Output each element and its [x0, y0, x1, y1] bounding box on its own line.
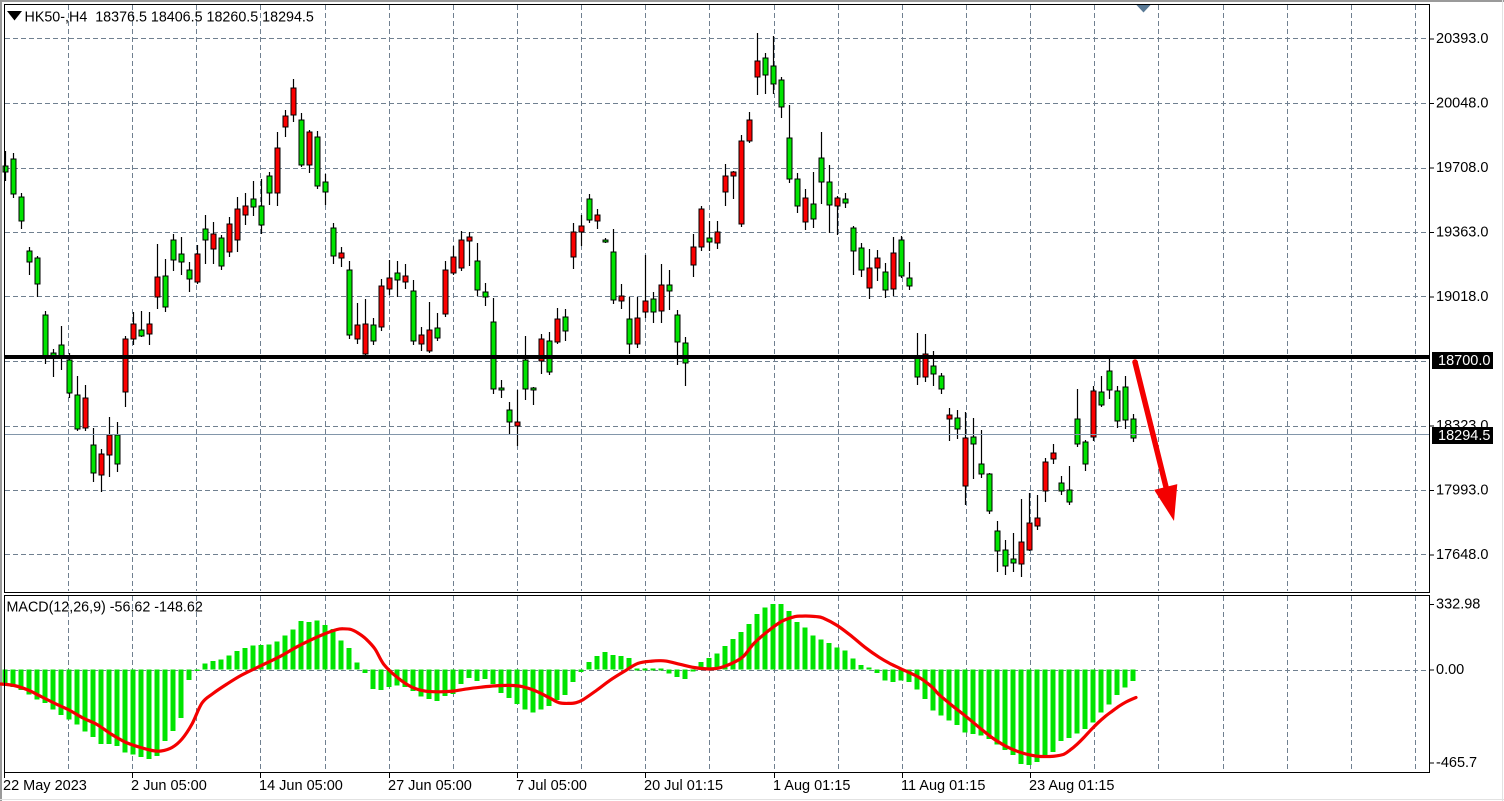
svg-text:11 Aug 01:15: 11 Aug 01:15: [901, 778, 985, 794]
svg-text:20 Jul 01:15: 20 Jul 01:15: [644, 778, 723, 794]
svg-text:19363.0: 19363.0: [1436, 225, 1488, 241]
svg-text:17648.0: 17648.0: [1436, 547, 1488, 563]
svg-text:19708.0: 19708.0: [1436, 160, 1488, 176]
svg-text:19018.0: 19018.0: [1436, 289, 1488, 305]
svg-text:22 May 2023: 22 May 2023: [3, 778, 87, 794]
svg-text:18294.5: 18294.5: [1438, 428, 1490, 444]
svg-text:17993.0: 17993.0: [1436, 483, 1488, 499]
svg-text:MACD(12,26,9) -56.62 -148.62: MACD(12,26,9) -56.62 -148.62: [7, 600, 203, 616]
svg-text:332.98: 332.98: [1436, 597, 1480, 613]
svg-text:18700.0: 18700.0: [1438, 353, 1490, 369]
svg-text:23 Aug 01:15: 23 Aug 01:15: [1029, 778, 1114, 794]
svg-text:HK50-,H4 18376.5 18406.5 1826: HK50-,H4 18376.5 18406.5 18260.5 18294.5: [25, 10, 314, 26]
svg-text:1 Aug 01:15: 1 Aug 01:15: [773, 778, 850, 794]
svg-text:27 Jun 05:00: 27 Jun 05:00: [388, 778, 472, 794]
svg-text:20393.0: 20393.0: [1436, 31, 1488, 47]
svg-text:7 Jul 05:00: 7 Jul 05:00: [516, 778, 587, 794]
svg-text:2 Jun 05:00: 2 Jun 05:00: [131, 778, 207, 794]
svg-text:14 Jun 05:00: 14 Jun 05:00: [259, 778, 343, 794]
svg-text:-465.7: -465.7: [1436, 755, 1477, 771]
svg-text:0.00: 0.00: [1436, 662, 1464, 678]
svg-text:20048.0: 20048.0: [1436, 96, 1488, 112]
